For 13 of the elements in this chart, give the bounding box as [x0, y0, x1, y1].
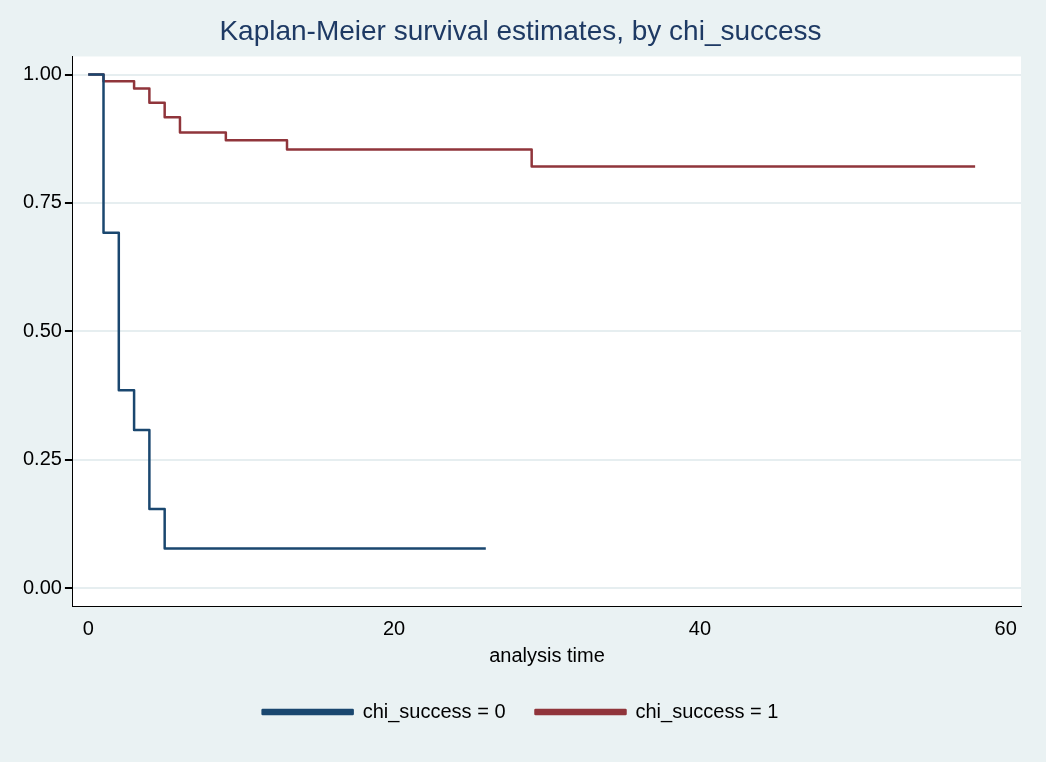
legend-label: chi_success = 1 [635, 699, 779, 723]
x-axis-title: analysis time [489, 643, 605, 666]
x-tick-label: 20 [382, 616, 406, 639]
x-tick-label: 60 [994, 616, 1017, 639]
y-tick-label: 0.25 [22, 447, 62, 470]
chart-title: Kaplan-Meier survival estimates, by chi_success [219, 14, 822, 46]
y-tick-label: 1.00 [22, 62, 62, 85]
x-tick-label: 0 [82, 616, 94, 639]
legend-label: chi_success = 0 [362, 699, 506, 723]
x-tick-label: 40 [688, 616, 711, 639]
y-tick-label: 0.75 [22, 190, 62, 213]
y-tick-label: 0.50 [22, 318, 62, 341]
y-tick-label: 0.00 [22, 575, 62, 598]
